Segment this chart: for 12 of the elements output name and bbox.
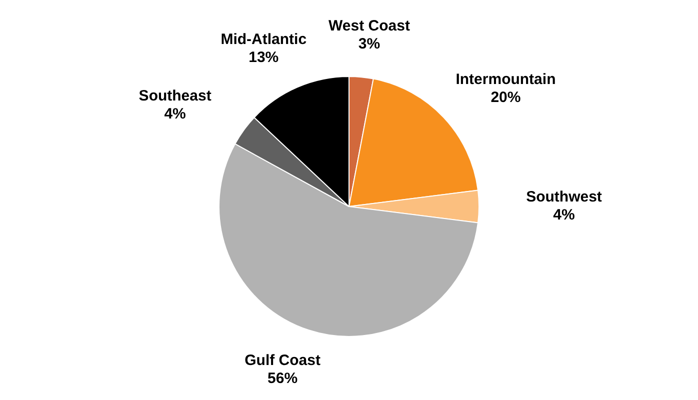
- slice-label: Southeast: [138, 88, 212, 105]
- slice-label: West Coast: [328, 17, 410, 34]
- data-label: 56%: [268, 370, 298, 388]
- data-label: 3%: [358, 35, 380, 52]
- data-label: 4%: [553, 206, 575, 224]
- slice-label: Southwest: [526, 188, 602, 206]
- data-label: 20%: [490, 88, 521, 106]
- slice-label: Mid-Atlantic: [220, 30, 307, 48]
- data-label: 13%: [248, 48, 279, 66]
- data-label: 4%: [164, 106, 186, 123]
- slice-label: Intermountain: [456, 70, 556, 88]
- slice-label: Gulf Coast: [244, 352, 320, 370]
